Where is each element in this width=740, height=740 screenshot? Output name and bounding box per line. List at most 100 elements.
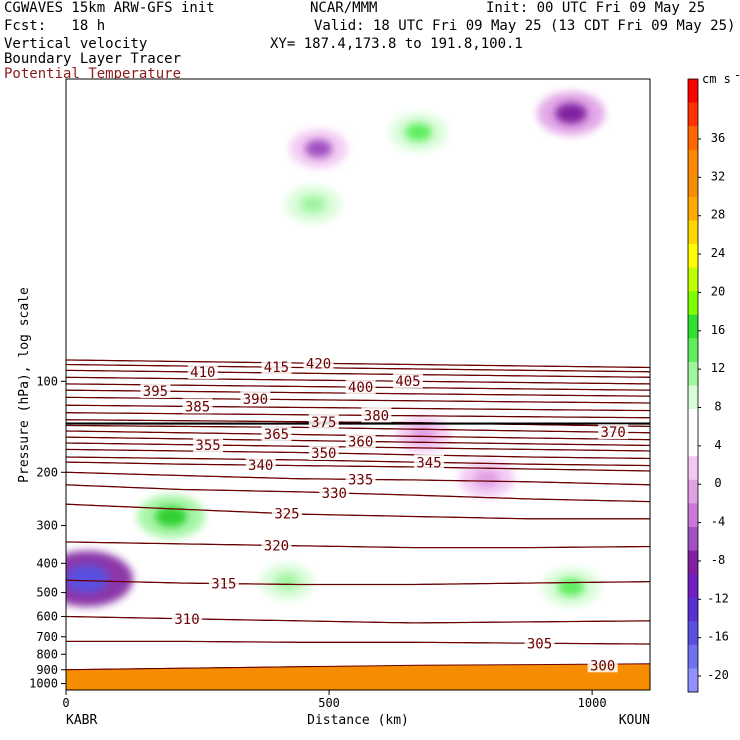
colorbar-label-10: -4 bbox=[711, 515, 725, 529]
terrain bbox=[66, 663, 650, 690]
theta-label-310: 310 bbox=[174, 612, 199, 628]
theta-contour-340 bbox=[66, 461, 650, 472]
x-tick-label-1: 500 bbox=[318, 696, 340, 710]
vv-core-5 bbox=[274, 573, 300, 591]
colorbar-frame bbox=[687, 78, 699, 693]
vv-core-7 bbox=[66, 564, 110, 593]
theta-label-355: 355 bbox=[195, 438, 220, 454]
theta-label-bg-330 bbox=[319, 484, 350, 500]
theta-contour-415 bbox=[66, 363, 650, 373]
theta-label-bg-310 bbox=[172, 610, 203, 626]
vv-core-4 bbox=[155, 505, 188, 527]
field-vertical-velocity: Vertical velocity bbox=[4, 36, 148, 52]
theta-label-370: 370 bbox=[601, 425, 626, 441]
theta-label-bg-315 bbox=[208, 575, 239, 591]
theta-contour-390 bbox=[66, 396, 650, 404]
vv-core-0 bbox=[304, 139, 333, 158]
colorbar-label-8: 4 bbox=[714, 438, 721, 452]
theta-contour-375 bbox=[66, 419, 650, 428]
theta-label-bg-300 bbox=[587, 657, 618, 673]
y-tick-label-4: 500 bbox=[36, 586, 58, 600]
plot-frame bbox=[65, 78, 651, 691]
colorbar-swatch-4 bbox=[688, 173, 698, 198]
theta-contour-420 bbox=[66, 359, 650, 369]
colorbar-swatch-3 bbox=[688, 149, 698, 174]
xy-coords: XY= 187.4,173.8 to 191.8,100.1 bbox=[270, 36, 523, 52]
theta-contour-320 bbox=[66, 541, 650, 549]
colorbar-swatch-14 bbox=[688, 409, 698, 434]
theta-label-bg-365 bbox=[261, 426, 292, 442]
colorbar-label-14: -20 bbox=[707, 668, 729, 682]
colorbar-swatch-24 bbox=[688, 644, 698, 669]
vv-core-3 bbox=[300, 195, 327, 214]
colorbar-units-exponent: -1 bbox=[734, 68, 740, 82]
theta-label-410: 410 bbox=[190, 365, 215, 381]
colorbar-label-5: 16 bbox=[711, 323, 725, 337]
theta-label-375: 375 bbox=[311, 415, 336, 431]
colorbar-swatch-1 bbox=[688, 102, 698, 127]
theta-contour-330 bbox=[66, 484, 650, 503]
theta-label-bg-350 bbox=[308, 445, 339, 461]
theta-label-415: 415 bbox=[264, 360, 289, 376]
colorbar-label-7: 8 bbox=[714, 400, 721, 414]
x-axis-label: Distance (km) bbox=[307, 713, 409, 728]
theta-label-bg-325 bbox=[271, 505, 302, 521]
y-axis-label: Pressure (hPa), log scale bbox=[17, 287, 32, 483]
y-tick-label-5: 600 bbox=[36, 610, 58, 624]
theta-label-bg-305 bbox=[524, 635, 555, 651]
colorbar: cm s-1 36 32 28 24 20 16 12 8 4 0 -4 -8 -12 -16 -20 bbox=[687, 68, 740, 693]
vertical-velocity-field bbox=[66, 91, 606, 607]
colorbar-swatch-6 bbox=[688, 220, 698, 245]
colorbar-swatch-20 bbox=[688, 550, 698, 575]
endpoint-left: KABR bbox=[66, 713, 97, 728]
colorbar-label-0: 36 bbox=[711, 131, 725, 145]
theta-contour-385 bbox=[66, 404, 650, 412]
theta-label-bg-380 bbox=[361, 407, 392, 423]
colorbar-swatch-13 bbox=[688, 385, 698, 410]
vv-core-9 bbox=[411, 426, 437, 443]
colorbar-swatch-10 bbox=[688, 314, 698, 339]
theta-label-bg-345 bbox=[414, 454, 445, 470]
colorbar-swatch-15 bbox=[688, 432, 698, 457]
theta-label-bg-335 bbox=[345, 471, 376, 487]
colorbar-swatch-17 bbox=[688, 479, 698, 504]
theta-label-bg-370 bbox=[598, 424, 629, 440]
theta-contour-325 bbox=[66, 503, 650, 520]
model-title: CGWAVES 15km ARW-GFS init bbox=[4, 0, 215, 16]
theta-label-350: 350 bbox=[311, 446, 336, 462]
theta-label-365: 365 bbox=[264, 427, 289, 443]
theta-label-320: 320 bbox=[264, 538, 289, 554]
y-tick-label-9: 1000 bbox=[29, 677, 58, 691]
theta-label-300: 300 bbox=[590, 658, 615, 674]
colorbar-swatch-9 bbox=[688, 291, 698, 316]
colorbar-label-3: 24 bbox=[711, 246, 725, 260]
theta-label-345: 345 bbox=[416, 455, 441, 471]
colorbar-swatch-2 bbox=[688, 126, 698, 151]
colorbar-swatch-5 bbox=[688, 196, 698, 221]
colorbar-label-2: 28 bbox=[711, 208, 725, 222]
theta-label-bg-375 bbox=[308, 413, 339, 429]
colorbar-label-11: -8 bbox=[711, 553, 725, 567]
theta-label-bg-390 bbox=[240, 391, 271, 407]
colorbar-swatch-19 bbox=[688, 526, 698, 552]
theta-label-bg-355 bbox=[193, 436, 224, 452]
theta-label-400: 400 bbox=[348, 380, 373, 396]
theta-label-bg-340 bbox=[245, 457, 276, 473]
field-boundary-layer-tracer: Boundary Layer Tracer bbox=[4, 51, 182, 67]
colorbar-label-4: 20 bbox=[711, 284, 725, 298]
colorbar-label-6: 12 bbox=[711, 361, 725, 375]
theta-label-bg-395 bbox=[140, 383, 171, 399]
valid-time: Valid: 18 UTC Fri 09 May 25 (13 CDT Fri … bbox=[314, 18, 736, 34]
colorbar-swatch-21 bbox=[688, 574, 698, 599]
colorbar-swatch-25 bbox=[688, 668, 698, 693]
y-tick-label-3: 400 bbox=[36, 556, 58, 570]
y-tick-label-7: 800 bbox=[36, 647, 58, 661]
colorbar-swatch-0 bbox=[688, 79, 698, 104]
theta-label-390: 390 bbox=[243, 392, 268, 408]
colorbar-swatch-7 bbox=[688, 244, 698, 269]
theta-label-360: 360 bbox=[348, 434, 373, 450]
theta-label-340: 340 bbox=[248, 458, 273, 474]
